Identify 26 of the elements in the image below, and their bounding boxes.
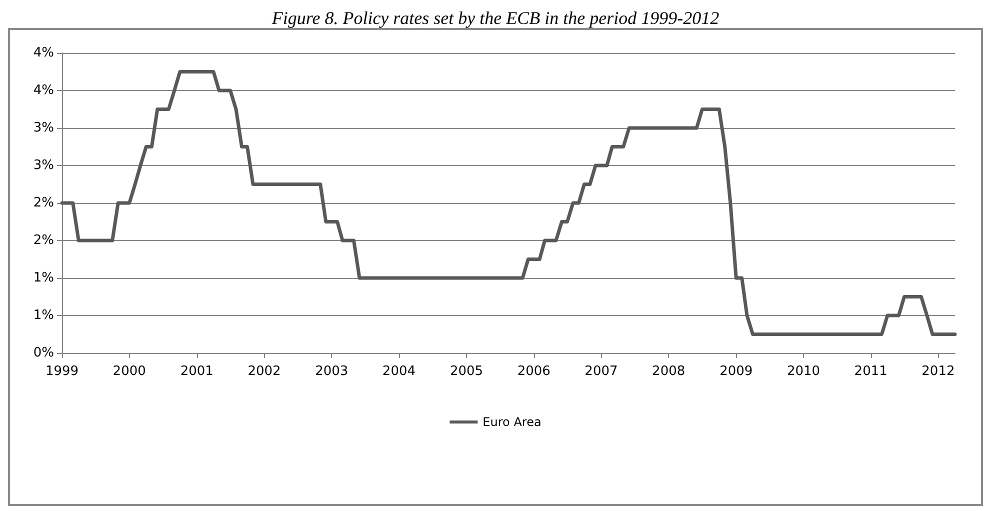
- x-tick-label: 2001: [180, 364, 214, 379]
- x-tick-label: 2003: [315, 364, 348, 379]
- chart-title: Figure 8. Policy rates set by the ECB in the period 1999-2012: [270, 8, 720, 28]
- y-tick-label: 1%: [33, 270, 54, 286]
- x-tick-label: 2000: [112, 364, 146, 379]
- x-tick-label: 2011: [854, 364, 888, 379]
- legend-label: Euro Area: [482, 415, 542, 429]
- x-tick-label: 2004: [382, 364, 416, 379]
- y-tick-label: 2%: [33, 233, 54, 248]
- y-tick-label: 3%: [33, 120, 54, 136]
- x-tick-label: 2012: [922, 364, 955, 379]
- x-tick-label: 2006: [517, 364, 550, 379]
- x-tick-label: 2008: [652, 364, 686, 379]
- y-tick-label: 1%: [33, 308, 54, 323]
- x-tick-label: 2007: [584, 364, 618, 379]
- x-tick-label: 1999: [45, 364, 79, 379]
- x-tick-label: 2010: [786, 364, 820, 379]
- y-tick-label: 4%: [33, 46, 54, 60]
- y-tick-label: 4%: [33, 83, 54, 98]
- y-tick-label: 3%: [33, 158, 54, 173]
- x-tick-label: 2009: [720, 364, 753, 379]
- line-series: [60, 70, 957, 336]
- y-tick-label: 0%: [33, 346, 54, 360]
- x-tick-label: 2005: [450, 364, 484, 379]
- y-tick-label: 2%: [33, 196, 54, 210]
- x-tick-label: 2002: [248, 364, 281, 379]
